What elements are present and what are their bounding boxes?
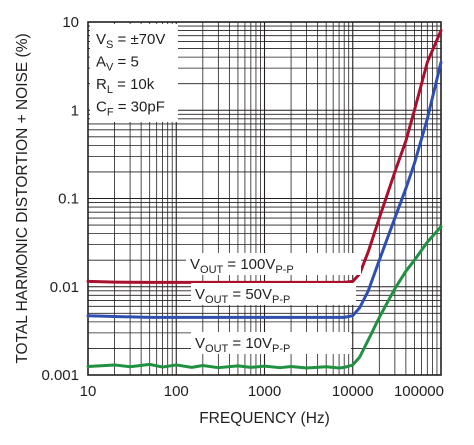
condition-line: CF = 30pF bbox=[96, 99, 165, 119]
y-axis-title: TOTAL HARMONIC DISTORTION + NOISE (%) bbox=[14, 33, 31, 363]
y-tick-label: 0.001 bbox=[41, 367, 79, 384]
curve-label: VOUT = 100VP-P bbox=[190, 256, 294, 276]
condition-line: RL = 10k bbox=[96, 76, 155, 96]
x-tick-label: 10000 bbox=[332, 383, 374, 400]
condition-line: AV = 5 bbox=[96, 54, 139, 74]
series-layer bbox=[86, 29, 443, 370]
series-line bbox=[86, 225, 443, 370]
conditions-box bbox=[90, 24, 178, 122]
y-tick-label: 1 bbox=[71, 102, 79, 119]
conditions-text: VS = ±70V AV = 5RL = 10k CF = 30pF bbox=[96, 31, 165, 119]
tick-labels: 10 100 1000 10000 100000 0.001 0.01 0.1 1 10 bbox=[41, 14, 444, 400]
curve-label: VOUT = 10VP-P bbox=[195, 335, 290, 355]
x-tick-label: 100 bbox=[164, 383, 189, 400]
plot-frame bbox=[87, 21, 442, 376]
curve-label-background bbox=[191, 283, 356, 305]
curve-label: VOUT = 50VP-P bbox=[195, 286, 290, 306]
curve-label-background bbox=[186, 253, 361, 275]
x-tick-label: 10 bbox=[80, 383, 97, 400]
y-tick-label: 10 bbox=[62, 14, 79, 31]
curve-labels: VOUT = 100VP-P VOUT = 50VP-P VOUT = 10VP-P bbox=[186, 253, 361, 355]
curve-label-background bbox=[191, 332, 351, 354]
x-tick-label: 100000 bbox=[394, 383, 444, 400]
x-axis-title: FREQUENCY (Hz) bbox=[199, 410, 330, 427]
y-tick-label: 0.1 bbox=[58, 191, 79, 208]
series-line bbox=[86, 29, 443, 284]
series-line bbox=[86, 60, 443, 319]
y-tick-label: 0.01 bbox=[50, 279, 79, 296]
condition-line: VS = ±70V bbox=[96, 31, 165, 51]
x-tick-label: 1000 bbox=[248, 383, 281, 400]
